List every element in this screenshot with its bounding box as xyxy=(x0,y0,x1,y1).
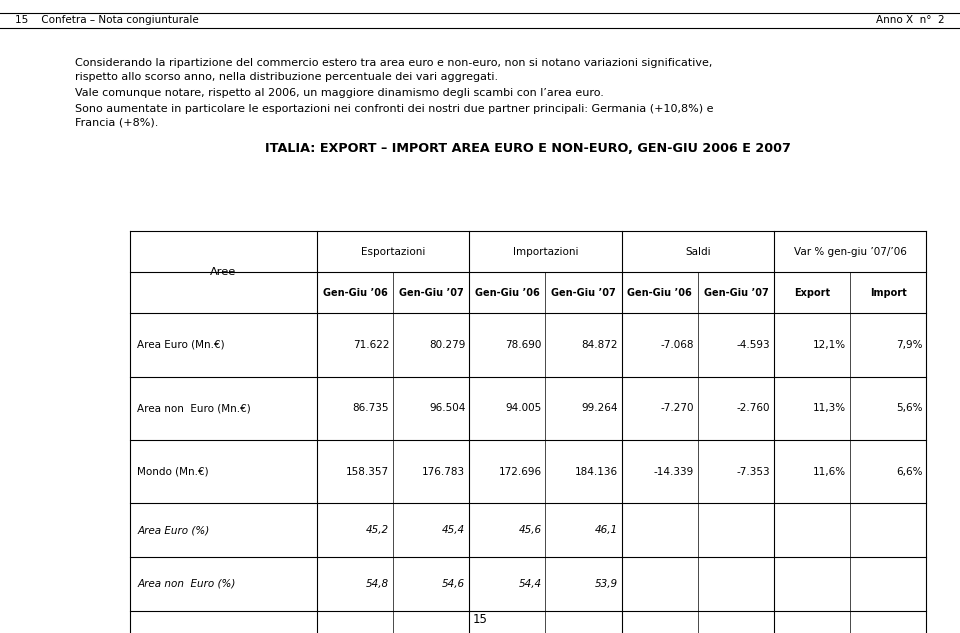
Text: 15: 15 xyxy=(472,613,488,625)
Text: Area Euro (%): Area Euro (%) xyxy=(137,525,209,535)
Text: Gen-Giu ’07: Gen-Giu ’07 xyxy=(398,288,464,298)
Text: Mondo (Mn.€): Mondo (Mn.€) xyxy=(137,467,209,477)
Text: Area Euro (Mn.€): Area Euro (Mn.€) xyxy=(137,340,225,350)
Text: Gen-Giu ’07: Gen-Giu ’07 xyxy=(551,288,616,298)
Text: 45,4: 45,4 xyxy=(443,525,466,535)
Text: 45,2: 45,2 xyxy=(366,525,389,535)
Text: 99.264: 99.264 xyxy=(581,403,618,413)
Text: -14.339: -14.339 xyxy=(654,467,694,477)
Text: Sono aumentate in particolare le esportazioni nei confronti dei nostri due partn: Sono aumentate in particolare le esporta… xyxy=(75,104,713,114)
Text: Importazioni: Importazioni xyxy=(513,247,578,256)
Text: 7,9%: 7,9% xyxy=(896,340,923,350)
Text: 54,6: 54,6 xyxy=(443,579,466,589)
Text: 46,1: 46,1 xyxy=(594,525,618,535)
Text: -7.068: -7.068 xyxy=(660,340,694,350)
Text: 80.279: 80.279 xyxy=(429,340,466,350)
Text: -7.353: -7.353 xyxy=(736,467,770,477)
Text: 176.783: 176.783 xyxy=(422,467,466,477)
Text: 158.357: 158.357 xyxy=(346,467,389,477)
Text: rispetto allo scorso anno, nella distribuzione percentuale dei vari aggregati.: rispetto allo scorso anno, nella distrib… xyxy=(75,72,498,82)
Text: Area non  Euro (%): Area non Euro (%) xyxy=(137,579,235,589)
Text: Gen-Giu ’06: Gen-Giu ’06 xyxy=(475,288,540,298)
Text: 172.696: 172.696 xyxy=(498,467,541,477)
Text: Francia (+8%).: Francia (+8%). xyxy=(75,118,158,128)
Text: Aree: Aree xyxy=(210,267,236,277)
Text: Area non  Euro (Mn.€): Area non Euro (Mn.€) xyxy=(137,403,251,413)
Text: 184.136: 184.136 xyxy=(575,467,618,477)
Text: 11,3%: 11,3% xyxy=(813,403,847,413)
Text: 5,6%: 5,6% xyxy=(896,403,923,413)
Text: Saldi: Saldi xyxy=(685,247,710,256)
Text: Var % gen-giu ’07/’06: Var % gen-giu ’07/’06 xyxy=(794,247,906,256)
Text: 6,6%: 6,6% xyxy=(896,467,923,477)
Text: Gen-Giu ’06: Gen-Giu ’06 xyxy=(323,288,387,298)
Text: 96.504: 96.504 xyxy=(429,403,466,413)
Text: Vale comunque notare, rispetto al 2006, un maggiore dinamismo degli scambi con l: Vale comunque notare, rispetto al 2006, … xyxy=(75,88,604,98)
Text: 78.690: 78.690 xyxy=(505,340,541,350)
Text: -7.270: -7.270 xyxy=(660,403,694,413)
Text: Anno X  n°  2: Anno X n° 2 xyxy=(876,15,945,25)
Text: Esportazioni: Esportazioni xyxy=(361,247,425,256)
Text: 71.622: 71.622 xyxy=(352,340,389,350)
Text: 12,1%: 12,1% xyxy=(813,340,847,350)
Text: ITALIA: EXPORT – IMPORT AREA EURO E NON-EURO, GEN-GIU 2006 E 2007: ITALIA: EXPORT – IMPORT AREA EURO E NON-… xyxy=(265,142,791,155)
Text: 53,9: 53,9 xyxy=(594,579,618,589)
Text: Export: Export xyxy=(794,288,830,298)
Text: -2.760: -2.760 xyxy=(736,403,770,413)
Text: 84.872: 84.872 xyxy=(581,340,618,350)
Text: Gen-Giu ’06: Gen-Giu ’06 xyxy=(627,288,692,298)
Text: Import: Import xyxy=(870,288,906,298)
Text: Considerando la ripartizione del commercio estero tra area euro e non-euro, non : Considerando la ripartizione del commerc… xyxy=(75,58,712,68)
Text: 54,8: 54,8 xyxy=(366,579,389,589)
Text: 45,6: 45,6 xyxy=(518,525,541,535)
Text: -4.593: -4.593 xyxy=(736,340,770,350)
Text: 94.005: 94.005 xyxy=(505,403,541,413)
Text: 11,6%: 11,6% xyxy=(813,467,847,477)
Text: Gen-Giu ’07: Gen-Giu ’07 xyxy=(704,288,768,298)
Text: 86.735: 86.735 xyxy=(352,403,389,413)
Text: 15    Confetra – Nota congiunturale: 15 Confetra – Nota congiunturale xyxy=(15,15,199,25)
Text: 54,4: 54,4 xyxy=(518,579,541,589)
